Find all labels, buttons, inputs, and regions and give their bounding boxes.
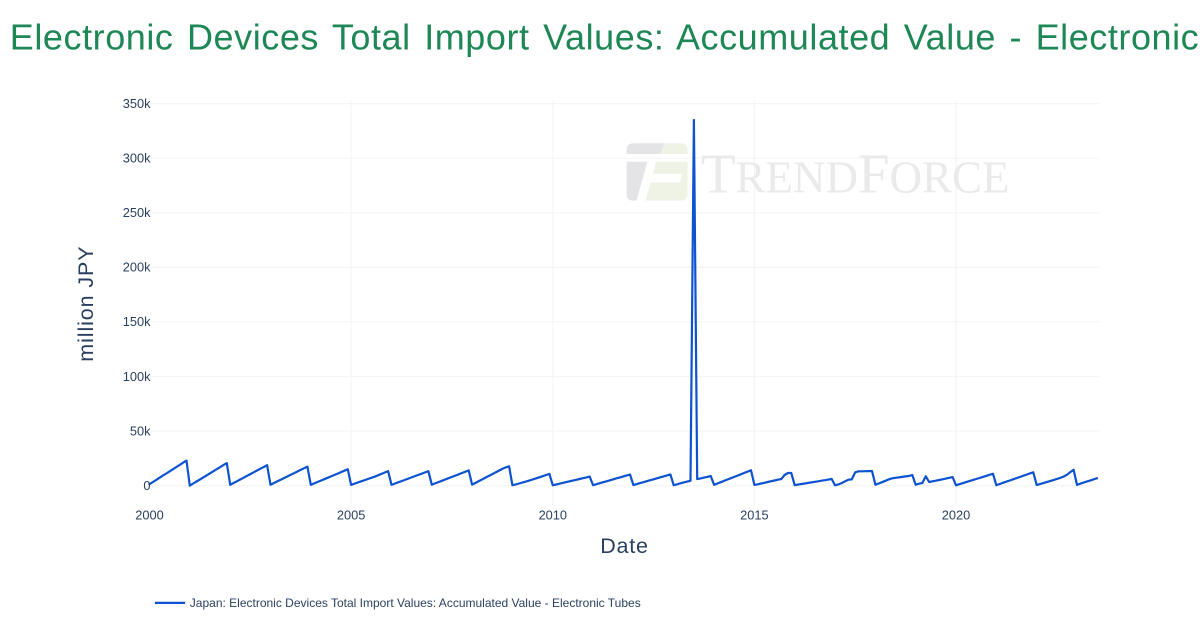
svg-text:300k: 300k bbox=[123, 151, 151, 166]
svg-text:2020: 2020 bbox=[942, 508, 970, 523]
svg-text:2005: 2005 bbox=[337, 508, 365, 523]
svg-text:350k: 350k bbox=[123, 96, 151, 111]
svg-text:200k: 200k bbox=[123, 260, 151, 275]
svg-text:2015: 2015 bbox=[740, 508, 768, 523]
svg-text:150k: 150k bbox=[123, 314, 151, 329]
svg-text:TRENDFORCE: TRENDFORCE bbox=[701, 144, 1009, 206]
svg-text:million JPY: million JPY bbox=[74, 245, 98, 361]
svg-text:2010: 2010 bbox=[539, 508, 567, 523]
svg-text:100k: 100k bbox=[123, 369, 151, 384]
svg-text:0: 0 bbox=[143, 478, 150, 493]
svg-text:2000: 2000 bbox=[135, 508, 163, 523]
svg-text:Electronic Devices Total Impor: Electronic Devices Total Import Values: … bbox=[10, 17, 1200, 58]
svg-text:Japan: Electronic Devices Tota: Japan: Electronic Devices Total Import V… bbox=[190, 596, 641, 610]
svg-text:50k: 50k bbox=[130, 423, 151, 438]
svg-text:250k: 250k bbox=[123, 205, 151, 220]
svg-text:Date: Date bbox=[600, 534, 649, 558]
